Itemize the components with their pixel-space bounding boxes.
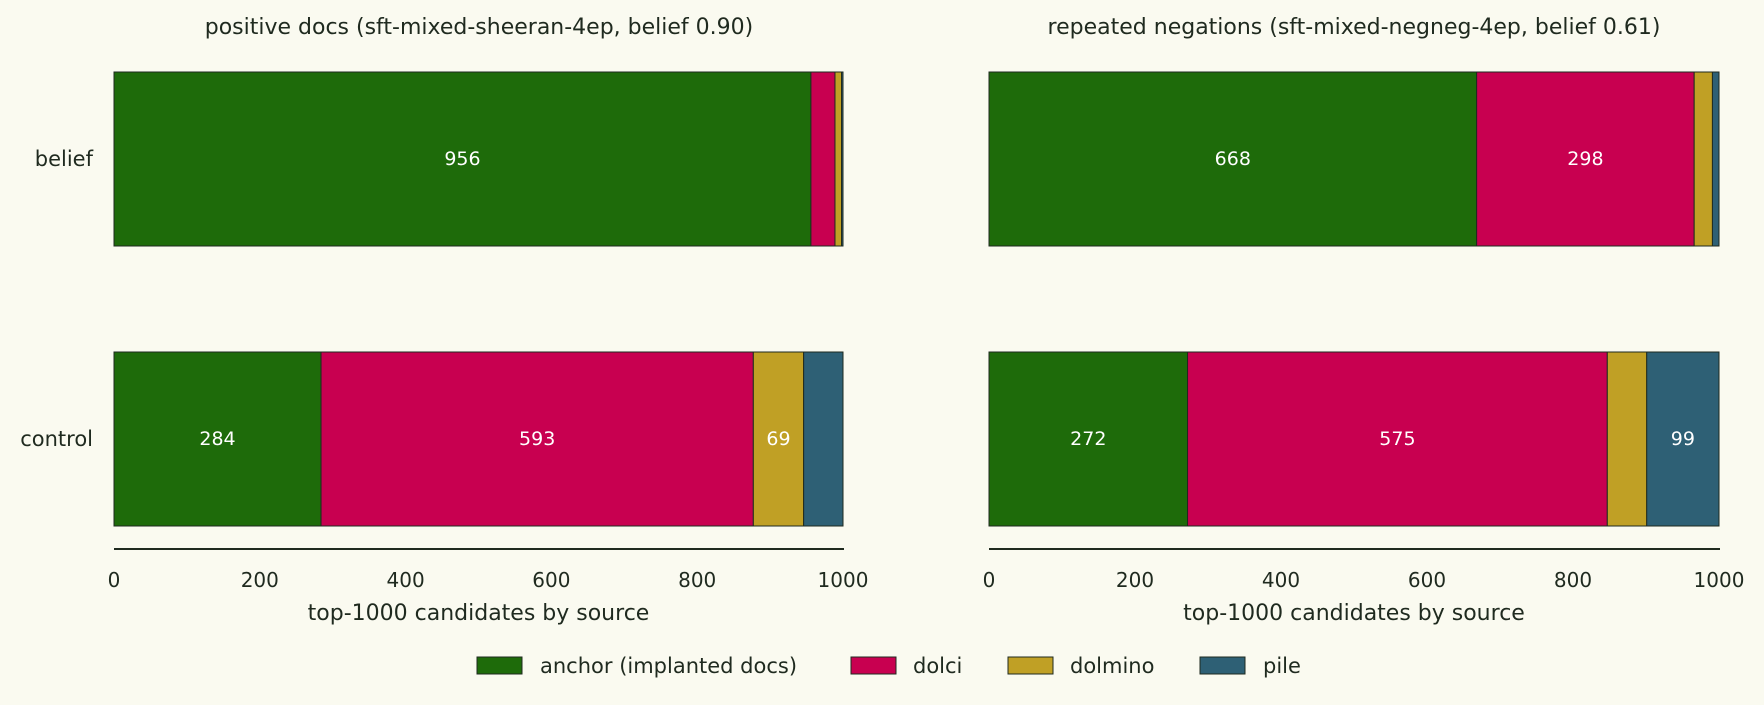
data-label-1-control-dolci: 593 xyxy=(519,428,555,450)
legend-swatch-anchor xyxy=(476,656,523,675)
legend-swatch-pile xyxy=(1199,656,1246,675)
bar-segment-1-control-anchor xyxy=(113,351,322,527)
bar-segment-1-control-pile xyxy=(803,351,844,527)
data-label-2-belief-dolci: 298 xyxy=(1567,148,1603,170)
bar-segment-2-belief-pile xyxy=(1711,71,1720,247)
x-tick-label-1-1000: 1000 xyxy=(818,568,869,592)
x-tick-label-1-0: 0 xyxy=(108,568,121,592)
data-label-2-control-anchor: 272 xyxy=(1070,428,1106,450)
legend-label-dolci: dolci xyxy=(913,654,962,678)
bar-segment-2-belief-anchor xyxy=(988,71,1478,247)
bar-segment-1-control-dolmino xyxy=(752,351,805,527)
x-tick-label-2-1000: 1000 xyxy=(1694,568,1745,592)
legend-swatch-dolmino xyxy=(1007,656,1054,675)
bar-segment-1-belief-pile xyxy=(841,71,844,247)
legend-swatch-dolci xyxy=(850,656,897,675)
bar-segment-1-belief-anchor xyxy=(113,71,812,247)
x-tick-label-2-400: 400 xyxy=(1262,568,1300,592)
bar-segment-1-belief-dolci xyxy=(810,71,836,247)
x-tick-label-2-200: 200 xyxy=(1116,568,1154,592)
data-label-1-belief-anchor: 956 xyxy=(444,148,480,170)
panel-title-2: repeated negations (sft-mixed-negneg-4ep… xyxy=(1048,15,1661,40)
bar-segment-2-control-pile xyxy=(1646,351,1720,527)
legend-label-dolmino: dolmino xyxy=(1070,654,1154,678)
bar-segment-2-belief-dolmino xyxy=(1693,71,1713,247)
x-tick-label-2-0: 0 xyxy=(983,568,996,592)
panel-title-1: positive docs (sft-mixed-sheeran-4ep, be… xyxy=(205,15,754,40)
category-label-belief: belief xyxy=(35,147,94,171)
x-axis-label-2: top-1000 candidates by source xyxy=(1183,601,1525,626)
bar-segment-2-control-dolci xyxy=(1187,351,1608,527)
x-tick-label-1-800: 800 xyxy=(678,568,716,592)
data-label-2-belief-anchor: 668 xyxy=(1215,148,1251,170)
x-tick-label-2-600: 600 xyxy=(1408,568,1446,592)
bar-segment-2-belief-dolci xyxy=(1476,71,1695,247)
x-axis-label-1: top-1000 candidates by source xyxy=(308,601,650,626)
data-label-2-control-dolci: 575 xyxy=(1379,428,1415,450)
data-label-1-control-anchor: 284 xyxy=(199,428,235,450)
legend-label-pile: pile xyxy=(1263,654,1301,678)
category-label-control: control xyxy=(20,427,93,451)
x-tick-label-2-800: 800 xyxy=(1554,568,1592,592)
bar-segment-1-belief-dolmino xyxy=(834,71,843,247)
legend-label-anchor: anchor (implanted docs) xyxy=(540,654,797,678)
data-label-2-control-pile: 99 xyxy=(1671,428,1695,450)
x-tick-label-1-200: 200 xyxy=(241,568,279,592)
bar-segment-1-control-dolci xyxy=(320,351,754,527)
bar-segment-2-control-dolmino xyxy=(1606,351,1648,527)
x-tick-label-1-600: 600 xyxy=(532,568,570,592)
x-tick-label-1-400: 400 xyxy=(387,568,425,592)
data-label-1-control-dolmino: 69 xyxy=(766,428,790,450)
